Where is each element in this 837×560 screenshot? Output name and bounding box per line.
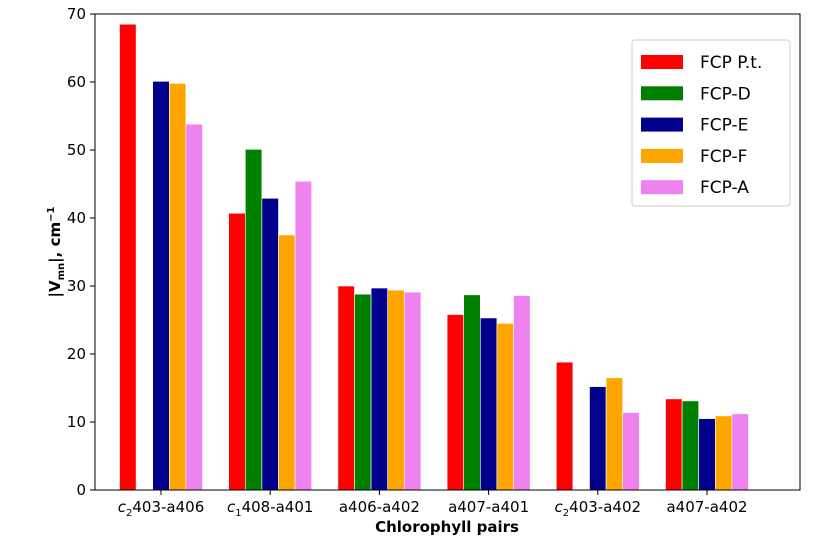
bar-fcp-f-2 <box>278 234 296 491</box>
y-tick-label: 10 <box>67 413 86 431</box>
y-tick-label: 60 <box>67 73 86 91</box>
y-tick-label: 50 <box>67 141 86 159</box>
bar-fcp-a-6 <box>731 413 749 491</box>
y-axis-title-sup: −1 <box>46 207 57 222</box>
y-tick-label: 20 <box>67 345 86 363</box>
y-axis-title: |Vmn|, cm−1 <box>46 207 67 298</box>
bar-fcp-e-6 <box>698 418 716 491</box>
x-tick-label: c2403-a406 <box>118 498 205 519</box>
x-tick-label: a406-a402 <box>339 498 420 516</box>
bar-fcp-e-5 <box>589 386 607 491</box>
bar-fcp-f-1 <box>169 83 187 491</box>
x-tick-label: c1408-a401 <box>227 498 314 519</box>
legend-swatch <box>641 55 683 69</box>
legend-label: FCP-D <box>700 84 751 104</box>
bar-fcp-d-6 <box>681 400 699 491</box>
bar-fcp-a-2 <box>294 180 313 491</box>
legend-swatch <box>641 148 683 163</box>
y-axis: 0 10 20 30 40 50 60 70 <box>67 5 95 499</box>
bar-fcp-f-6 <box>714 415 733 491</box>
legend-label: FCP-E <box>700 116 748 136</box>
legend-label: FCP-F <box>700 147 747 167</box>
legend-box <box>631 39 791 207</box>
legend-swatch <box>641 180 683 195</box>
bar-fcp-a-3 <box>403 291 422 491</box>
bar-fcp-e-3 <box>370 287 389 491</box>
bar-fcp-a-5 <box>622 412 640 491</box>
legend-label: FCP-A <box>700 178 749 198</box>
x-axis: c2403-a406 c1408-a401 a406-a402 a407-a401 c2… <box>118 490 748 519</box>
bar-fcp-p-t--5 <box>555 361 574 491</box>
x-tick-label: c2403-a402 <box>555 498 642 519</box>
bar-fcp-p-t--1 <box>119 23 137 491</box>
x-axis-title: Chlorophyll pairs <box>375 518 519 536</box>
bar-fcp-d-2 <box>245 149 263 491</box>
bars-layer <box>119 23 749 491</box>
legend-swatch <box>641 86 683 101</box>
bar-fcp-f-5 <box>605 377 623 491</box>
y-tick-label: 0 <box>76 481 86 499</box>
bar-fcp-p-t--2 <box>228 212 246 491</box>
bar-fcp-p-t--3 <box>337 285 355 491</box>
y-tick-label: 70 <box>67 5 86 23</box>
bar-fcp-e-4 <box>479 317 498 491</box>
bar-fcp-p-t--4 <box>446 314 465 491</box>
bar-fcp-a-1 <box>185 123 203 491</box>
legend-swatch <box>641 117 683 132</box>
bar-fcp-d-4 <box>463 294 481 491</box>
bar-fcp-p-t--6 <box>665 398 683 491</box>
legend: FCP P.t. FCP-D FCP-E FCP-F FCP-A <box>631 39 791 207</box>
plot-frame <box>94 13 801 491</box>
bar-fcp-a-4 <box>513 295 531 491</box>
y-axis-title-main: |V <box>46 280 65 297</box>
bar-fcp-d-3 <box>354 293 372 491</box>
bar-fcp-e-2 <box>261 197 279 491</box>
x-tick-label: a407-a402 <box>666 498 747 516</box>
x-tick-label: a407-a401 <box>448 498 529 516</box>
y-axis-title-tail: |, cm <box>46 222 65 263</box>
bar-fcp-f-3 <box>387 289 405 491</box>
y-axis-title-sub: mn <box>56 263 67 281</box>
y-tick-label: 40 <box>67 209 86 227</box>
legend-label: FCP P.t. <box>700 53 762 73</box>
bar-fcp-e-1 <box>152 81 170 491</box>
bar-fcp-f-4 <box>496 323 514 491</box>
y-tick-label: 30 <box>67 277 86 295</box>
